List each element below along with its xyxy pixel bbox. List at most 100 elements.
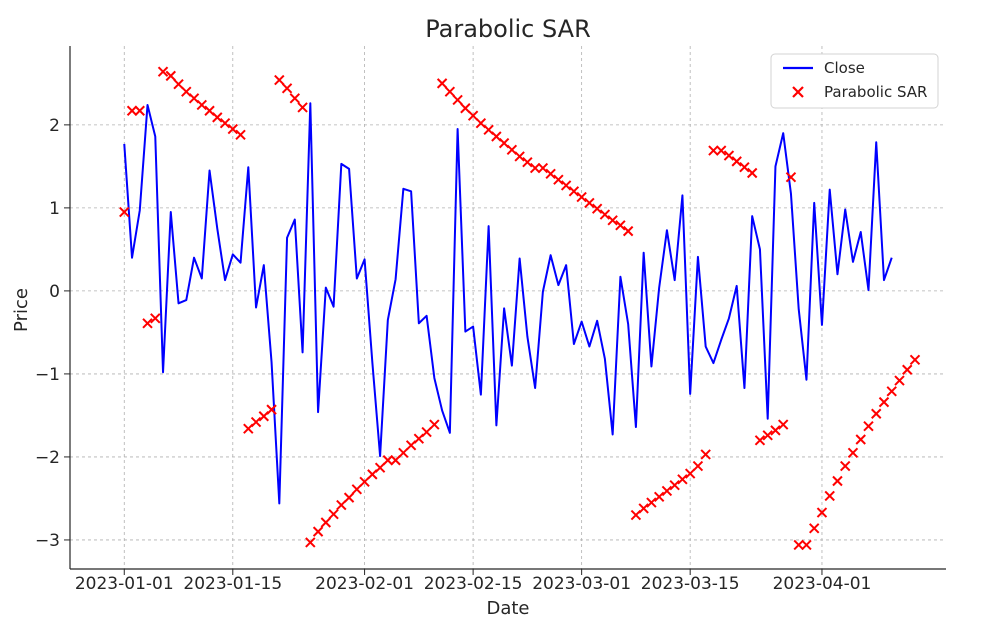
x-tick-label: 2023-02-01 [315,574,414,594]
sar-marker [312,526,324,537]
sar-marker [746,167,758,179]
sar-marker [591,203,603,214]
legend-close-label: Close [824,59,865,77]
sar-marker [855,434,866,445]
x-tick-label: 2023-01-01 [75,574,174,594]
sar-marker [374,462,386,473]
sar-marker [219,117,231,129]
sar-marker [894,375,905,386]
sar-marker [553,174,564,185]
sar-marker [700,449,711,460]
sar-marker [669,479,680,491]
sar-marker [840,460,851,472]
sar-marker [599,209,611,220]
sar-marker [568,186,580,197]
x-tick-label: 2023-03-01 [532,574,631,594]
sar-marker [305,537,316,548]
sar-marker [157,66,169,77]
sar-marker [832,475,843,487]
sar-marker [847,447,859,458]
sar-marker [150,313,161,324]
sar-marker [754,435,766,446]
sar-marker [398,447,409,458]
sar-marker [661,485,673,497]
axes [64,46,946,575]
sar-marker [274,74,285,86]
sar-marker [119,206,130,218]
sar-marker [646,497,657,508]
sar-marker [212,112,223,123]
x-tick-label: 2023-03-15 [641,574,740,594]
sar-marker [467,110,479,121]
legend-sar-label: Parabolic SAR [824,83,927,101]
sar-marker [522,157,533,168]
sar-marker [909,354,921,366]
x-tick-label: 2023-01-15 [183,574,282,594]
sar-marker [134,105,145,116]
sar-marker [878,396,890,408]
sar-marker [266,404,277,415]
sar-marker [382,455,394,466]
sar-marker [444,86,456,97]
sar-marker [824,490,835,502]
y-tick-label: −3 [35,531,60,551]
sar-marker [320,517,332,528]
legend: Close Parabolic SAR [770,53,939,109]
sar-marker [545,168,556,180]
sar-marker [816,507,828,518]
sar-marker [421,426,432,438]
sar-marker [196,99,207,111]
gridlines [70,46,946,569]
legend-sar-marker [792,86,804,98]
sar-marker [165,70,176,82]
sar-marker [343,492,355,503]
sar-marker [715,145,727,156]
sar-marker [173,78,184,90]
sar-marker [126,105,138,116]
tick-labels: −3 −2 −1 0 1 2 2023-01-01 2023-01-15 2023-02-01 2… [35,116,871,594]
y-tick-label: 0 [49,282,60,302]
sar-marker [584,197,595,209]
sar-marker [560,180,572,191]
sar-marker [809,523,820,534]
sar-marker [692,460,704,472]
sar-marker [328,509,339,520]
sar-marker [762,430,773,441]
sar-marker [607,215,618,226]
sar-marker [785,171,797,183]
sar-marker [235,129,246,141]
sar-marker [514,151,525,162]
sar-marker [731,156,742,167]
y-tick-label: 2 [49,116,60,136]
sar-marker [250,416,262,428]
sar-marker [336,499,347,511]
sar-marker [770,425,781,436]
sar-marker [723,150,735,161]
sar-marker [351,484,363,495]
y-tick-label: −1 [35,365,60,385]
sar-marker [436,78,448,89]
sar-marker [615,220,626,231]
parabolic-sar-series [119,66,921,551]
sar-marker [529,162,541,174]
close-series [123,102,893,505]
x-axis-label: Date [486,598,529,619]
sar-marker [677,474,688,485]
y-axis-label: Price [11,288,32,332]
sar-marker [801,539,812,551]
sar-marker [460,103,471,114]
sar-marker [886,386,897,397]
close-line [123,102,893,505]
x-tick-label: 2023-02-15 [424,574,523,594]
sar-marker [289,93,301,104]
sar-marker [777,419,789,430]
sar-marker [684,468,696,479]
sar-marker [739,161,750,173]
sar-marker [708,145,719,156]
sar-marker [793,539,804,551]
sar-marker [359,476,370,488]
y-tick-label: 1 [49,199,60,219]
sar-marker [142,318,153,329]
